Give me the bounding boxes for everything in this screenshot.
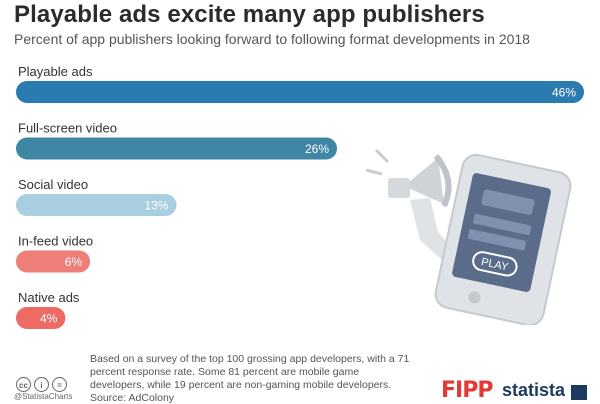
phone-megaphone-illustration: PLAY [365,148,572,325]
category-label: Full-screen video [18,121,117,136]
statista-logo-mark [571,385,587,400]
value-label: 26% [305,142,329,156]
megaphone-icon [365,148,452,208]
footnote: Based on a survey of the top 100 grossin… [90,353,410,391]
social-handle: @StatistaCharts [14,392,73,401]
bar [16,194,177,216]
value-label: 6% [65,255,83,269]
fipp-logo[interactable]: FIPP [441,378,493,403]
bar-chart: Playable ads 46% Full-screen video 26% Socia… [16,64,584,329]
license-icons: cc i = [16,377,67,392]
bar [16,307,66,329]
category-label: Native ads [18,290,80,305]
chart-title: Playable ads excite many app publishers [14,1,485,28]
equal-icon: = [52,377,67,392]
chart-subtitle: Percent of app publishers looking forwar… [14,31,530,47]
phone-icon: PLAY [434,153,572,325]
value-label: 46% [552,86,576,100]
bar [16,137,338,160]
bar [16,250,91,273]
category-label: In-feed video [18,234,93,249]
value-label: 4% [40,312,58,326]
value-label: 13% [144,199,168,213]
source: Source: AdColony [90,392,175,404]
info-icon: i [34,377,49,392]
play-text: PLAY [480,256,510,274]
cc-icon: cc [16,377,31,392]
category-label: Social video [18,177,88,192]
statista-logo[interactable]: statista [502,380,566,400]
category-label: Playable ads [18,64,93,79]
bar [16,81,584,103]
